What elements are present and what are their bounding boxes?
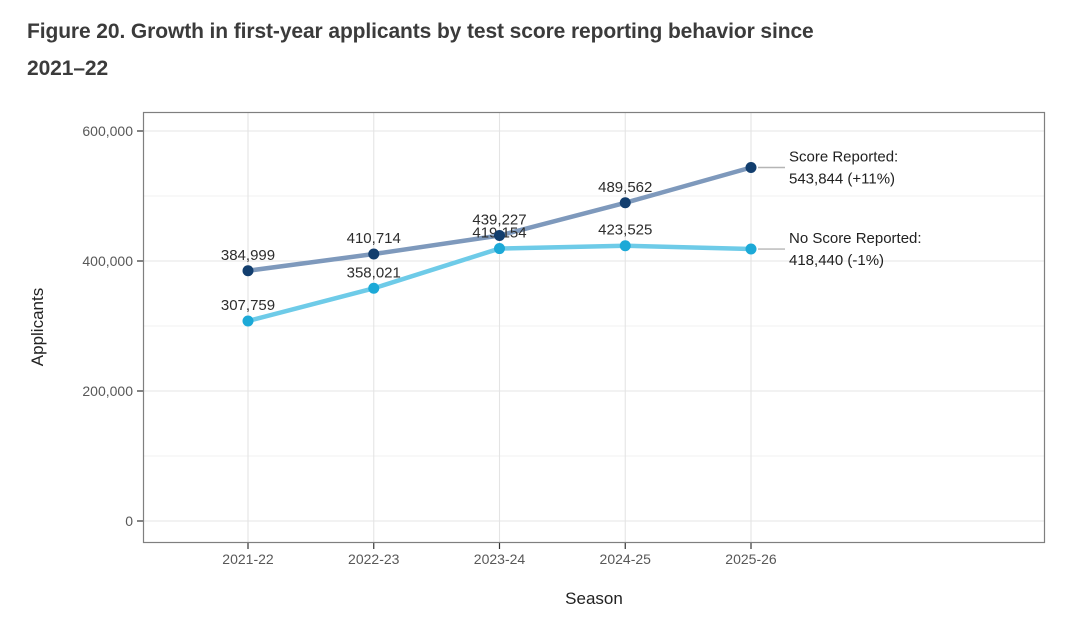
x-tick-label: 2024-25 [600, 551, 652, 567]
data-point [368, 248, 380, 260]
annotation-series-value: 418,440 (-1%) [789, 252, 884, 269]
data-label: 384,999 [221, 247, 275, 264]
y-tick-label: 400,000 [82, 253, 133, 269]
figure-title-line2: 2021–22 [27, 57, 109, 80]
y-tick-label: 0 [125, 513, 133, 529]
data-point [745, 162, 757, 174]
data-label: 410,714 [347, 230, 401, 247]
data-label: 439,227 [472, 212, 526, 229]
data-point [368, 282, 380, 294]
annotation-series-name: Score Reported: [789, 149, 898, 166]
figure-title-line1: Figure 20. Growth in first-year applican… [27, 20, 814, 43]
data-label: 358,021 [347, 264, 401, 281]
data-point [494, 243, 505, 255]
y-axis-title: Applicants [28, 287, 47, 367]
x-tick-label: 2023-24 [474, 551, 526, 567]
y-tick-label: 200,000 [82, 383, 133, 399]
data-point [242, 265, 254, 277]
annotation-series-value: 543,844 (+11%) [789, 171, 895, 188]
annotation-series-name: No Score Reported: [789, 230, 922, 247]
panel-border [142, 111, 1046, 544]
data-point [745, 243, 757, 255]
data-label: 423,525 [598, 222, 652, 239]
x-tick-label: 2021-22 [222, 551, 274, 567]
x-tick-label: 2025-26 [725, 551, 777, 567]
y-tick-label: 600,000 [82, 123, 133, 139]
x-axis-title: Season [565, 589, 623, 608]
figure-title: Figure 20. Growth in first-year applican… [27, 13, 1037, 87]
data-point [619, 240, 631, 252]
data-label: 307,759 [221, 297, 275, 314]
data-point [242, 315, 254, 327]
data-point [619, 197, 631, 209]
data-label: 489,562 [598, 179, 652, 196]
x-tick-label: 2022-23 [348, 551, 400, 567]
data-point [494, 230, 505, 242]
